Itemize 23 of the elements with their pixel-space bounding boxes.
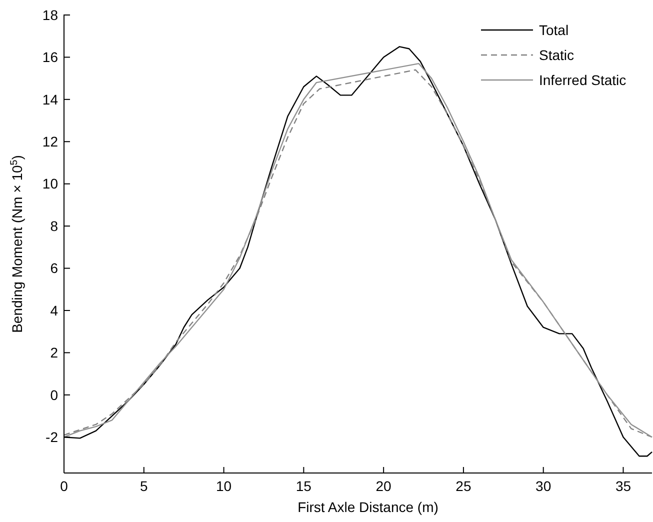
x-tick-label: 0 <box>60 478 68 494</box>
y-tick-label: 12 <box>42 134 58 150</box>
y-tick-label: 16 <box>42 49 58 66</box>
y-tick-label: 6 <box>50 260 58 276</box>
x-tick-label: 30 <box>536 478 552 494</box>
y-tick-label: 10 <box>42 176 58 192</box>
y-tick-label: 2 <box>50 344 58 361</box>
y-tick-label: 14 <box>42 91 58 108</box>
x-tick-label: 35 <box>615 478 632 494</box>
x-tick-label: 25 <box>456 478 472 494</box>
y-tick-label: 0 <box>50 386 58 403</box>
x-axis-title: First Axle Distance (m) <box>298 499 438 515</box>
y-tick-label: 18 <box>42 6 58 23</box>
y-tick-label: -2 <box>46 429 58 446</box>
legend-label: Total <box>539 22 569 38</box>
x-tick-label: 5 <box>140 478 148 494</box>
legend-label: Static <box>539 46 574 63</box>
legend-label: Inferred Static <box>539 72 626 88</box>
x-tick-label: 10 <box>216 478 232 494</box>
x-tick-label: 20 <box>376 478 392 494</box>
y-tick-label: 4 <box>50 302 58 318</box>
x-tick-label: 15 <box>296 478 312 494</box>
y-tick-label: 8 <box>50 218 58 234</box>
